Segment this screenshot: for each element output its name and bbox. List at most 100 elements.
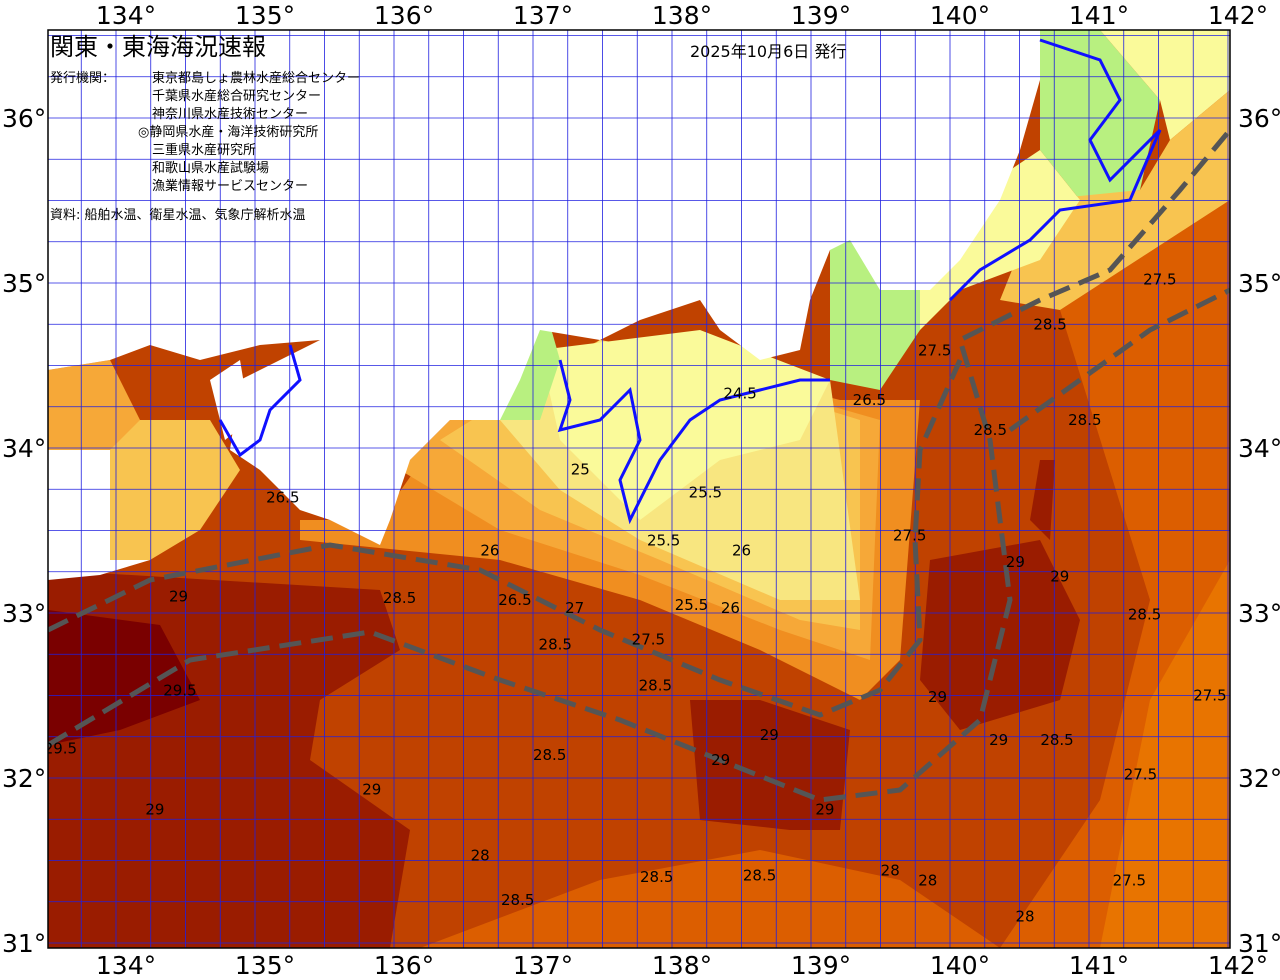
isotherm-label: 28.5 bbox=[743, 866, 776, 884]
isotherm-label: 29 bbox=[1006, 553, 1025, 571]
lon-tick-label: 138° bbox=[652, 1, 712, 30]
isotherm-label: 26.5 bbox=[266, 489, 299, 507]
lat-tick-label: 34° bbox=[2, 434, 46, 463]
isotherm-label: 27.5 bbox=[1193, 687, 1226, 705]
lat-tick-label: 32° bbox=[1238, 764, 1280, 793]
isotherm-label: 27.5 bbox=[1124, 766, 1157, 784]
isotherm-label: 29.5 bbox=[163, 682, 196, 700]
lat-tick-label: 32° bbox=[2, 764, 46, 793]
coastline-contour-east bbox=[948, 38, 1162, 302]
agency-label: 発行機関： bbox=[50, 71, 116, 86]
data-source: 資料: 船舶水温、衛星水温、気象庁解析水温 bbox=[50, 208, 306, 223]
lon-tick-label: 139° bbox=[791, 1, 851, 30]
isotherm-label: 28.5 bbox=[533, 746, 566, 764]
lon-tick-label: 140° bbox=[930, 951, 990, 980]
agency-item: 漁業情報サービスセンター bbox=[152, 179, 309, 194]
isotherm-label: 28.5 bbox=[1033, 315, 1066, 333]
isotherm-labels: 26.5 25.5 25.5 26 25.5 27.5 28.5 28.5 28.5 25 24.5… bbox=[44, 271, 1227, 926]
isotherm-label: 27.5 bbox=[1143, 271, 1176, 289]
agency-item: 神奈川県水産技術センター bbox=[152, 107, 309, 122]
lon-tick-label: 136° bbox=[374, 951, 434, 980]
issue-date: 2025年10月6日 発行 bbox=[690, 42, 847, 61]
isotherm-label: 27.5 bbox=[893, 526, 926, 544]
isotherm-label: 27.5 bbox=[1113, 871, 1146, 889]
isotherm-label: 29 bbox=[169, 588, 188, 606]
lon-tick-label: 134° bbox=[96, 1, 156, 30]
lat-tick-label: 36° bbox=[2, 104, 46, 133]
isotherm-label: 29 bbox=[760, 726, 779, 744]
lon-tick-label: 141° bbox=[1069, 951, 1129, 980]
lat-tick-label: 35° bbox=[2, 269, 46, 298]
lon-tick-label: 142° bbox=[1208, 1, 1268, 30]
isotherm-label: 29 bbox=[815, 800, 834, 818]
lon-tick-label: 138° bbox=[652, 951, 712, 980]
kuroshio-branch bbox=[48, 358, 963, 718]
isotherm-label: 29 bbox=[928, 688, 947, 706]
isotherm-label: 29 bbox=[989, 731, 1008, 749]
region-26-east bbox=[1000, 90, 1230, 310]
agency-item: ◎静岡県水産・海洋技術研究所 bbox=[138, 125, 319, 140]
lon-tick-label: 135° bbox=[235, 1, 295, 30]
land bbox=[48, 30, 1040, 545]
isotherm-label: 28.5 bbox=[640, 868, 673, 886]
isotherm-label: 29 bbox=[711, 751, 730, 769]
region-29-east2 bbox=[1030, 460, 1055, 540]
info-panel: 関東・東海海況速報 発行機関： 東京都島しょ農林水産総合センター 千葉県水産総合研… bbox=[50, 32, 360, 223]
region-25-east bbox=[1100, 30, 1230, 140]
region-25-sagami bbox=[920, 150, 1080, 330]
isotherm-label: 27.5 bbox=[918, 342, 951, 360]
agency-item: 千葉県水産総合研究センター bbox=[152, 89, 322, 104]
lon-tick-label: 141° bbox=[1069, 1, 1129, 30]
isotherm-label: 27 bbox=[565, 599, 584, 617]
lon-tick-label: 135° bbox=[235, 951, 295, 980]
region-26-west bbox=[110, 420, 240, 560]
lon-tick-label: 137° bbox=[513, 951, 573, 980]
isotherm-label: 28.5 bbox=[1040, 731, 1073, 749]
isotherm-label: 28.5 bbox=[639, 677, 672, 695]
isotherm-label: 25 bbox=[571, 460, 590, 478]
isotherm-label: 26 bbox=[732, 541, 751, 559]
isotherm-label: 26.5 bbox=[498, 591, 531, 609]
lat-tick-label: 34° bbox=[1238, 434, 1280, 463]
coastline-contour-west bbox=[218, 344, 302, 458]
isotherm-label: 28.5 bbox=[501, 891, 534, 909]
lat-lon-grid bbox=[48, 30, 1230, 948]
isotherm-label: 28.5 bbox=[1068, 411, 1101, 429]
isotherm-label: 26 bbox=[721, 599, 740, 617]
isotherm-label: 28 bbox=[918, 871, 937, 889]
isotherm-label: 28.5 bbox=[974, 421, 1007, 439]
lon-tick-label: 142° bbox=[1208, 951, 1268, 980]
region-27-5-east bbox=[1100, 560, 1230, 948]
isotherm-label: 26.5 bbox=[853, 391, 886, 409]
agency-block: 発行機関： 東京都島しょ農林水産総合センター 千葉県水産総合研究センター 神奈川県水… bbox=[50, 22, 360, 196]
lat-tick-label: 31° bbox=[2, 929, 46, 958]
isotherm-label: 28 bbox=[1016, 908, 1035, 926]
isotherm-label: 28 bbox=[881, 861, 900, 879]
lon-tick-label: 136° bbox=[374, 1, 434, 30]
kuroshio-path bbox=[48, 128, 1230, 803]
lat-tick-label: 36° bbox=[1238, 104, 1280, 133]
region-29-5 bbox=[48, 610, 200, 745]
lat-tick-label: 31° bbox=[1238, 929, 1280, 958]
region-27-west bbox=[48, 360, 140, 450]
map-area: 26.5 25.5 25.5 26 25.5 27.5 28.5 28.5 28.5 25 24.5… bbox=[44, 30, 1230, 948]
isotherm-label: 25.5 bbox=[647, 531, 680, 549]
kuroshio-offshore bbox=[1008, 287, 1230, 433]
lon-tick-label: 134° bbox=[96, 951, 156, 980]
isotherm-label: 28.5 bbox=[539, 635, 572, 653]
map-title: 関東・東海海況速報 bbox=[50, 33, 266, 61]
coastline-contour bbox=[557, 359, 830, 525]
isotherm-label: 28 bbox=[471, 847, 490, 865]
isotherm-label: 29 bbox=[145, 800, 164, 818]
agency-item: 東京都島しょ農林水産総合センター bbox=[152, 71, 361, 86]
map-frame bbox=[47, 29, 1231, 949]
lat-tick-label: 35° bbox=[1238, 269, 1280, 298]
region-28-south bbox=[420, 850, 1000, 948]
isotherm-label: 27.5 bbox=[632, 630, 665, 648]
isotherm-label: 24.5 bbox=[723, 385, 756, 403]
isotherm-label: 29.5 bbox=[44, 739, 77, 757]
isotherm-label: 26 bbox=[480, 541, 499, 559]
isotherm-label: 25.5 bbox=[675, 596, 708, 614]
isotherm-label: 28.5 bbox=[383, 589, 416, 607]
